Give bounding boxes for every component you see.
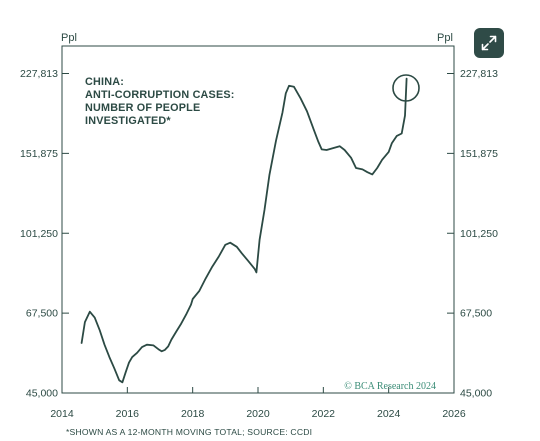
series	[80, 77, 408, 384]
y-tick-label-left: 101,250	[20, 228, 58, 240]
expand-button[interactable]	[474, 28, 504, 58]
x-tick-label: 2018	[181, 408, 205, 420]
y-tick-label-right: 151,875	[460, 148, 498, 160]
bca-watermark: © BCA Research 2024	[344, 381, 436, 392]
title-line-2: ANTI-CORRUPTION CASES:	[85, 89, 235, 101]
series-line-0	[80, 77, 408, 384]
latest-point-circle	[392, 74, 420, 102]
x-tick-label: 2026	[442, 408, 466, 420]
y-tick-label-left: 45,000	[26, 388, 58, 400]
chart-title: CHINA: ANTI-CORRUPTION CASES: NUMBER OF …	[85, 76, 235, 127]
title-line-1: CHINA:	[85, 76, 124, 88]
x-tick-label: 2020	[246, 408, 270, 420]
x-tick-label: 2022	[312, 408, 336, 420]
title-line-3: NUMBER OF PEOPLE	[85, 102, 200, 114]
y-tick-label-left: 67,500	[26, 308, 58, 320]
y-unit-left: Ppl	[61, 32, 77, 44]
y-tick-label-right: 101,250	[460, 228, 498, 240]
y-tick-label-right: 67,500	[460, 308, 492, 320]
x-tick-label: 2024	[377, 408, 401, 420]
y-unit-right: Ppl	[437, 32, 453, 44]
y-tick-label-left: 227,813	[20, 68, 58, 80]
y-tick-label-right: 227,813	[460, 68, 498, 80]
x-tick-label: 2016	[116, 408, 140, 420]
footnote: *SHOWN AS A 12-MONTH MOVING TOTAL; SOURC…	[66, 427, 312, 437]
x-tick-label: 2014	[50, 408, 74, 420]
y-tick-label-right: 45,000	[460, 388, 492, 400]
axes: 45,000 45,000 67,500 67,500 101,250 101,250 15…	[20, 45, 498, 420]
y-tick-label-left: 151,875	[20, 148, 58, 160]
expand-icon	[481, 35, 497, 51]
title-line-4: INVESTIGATED*	[85, 115, 171, 127]
